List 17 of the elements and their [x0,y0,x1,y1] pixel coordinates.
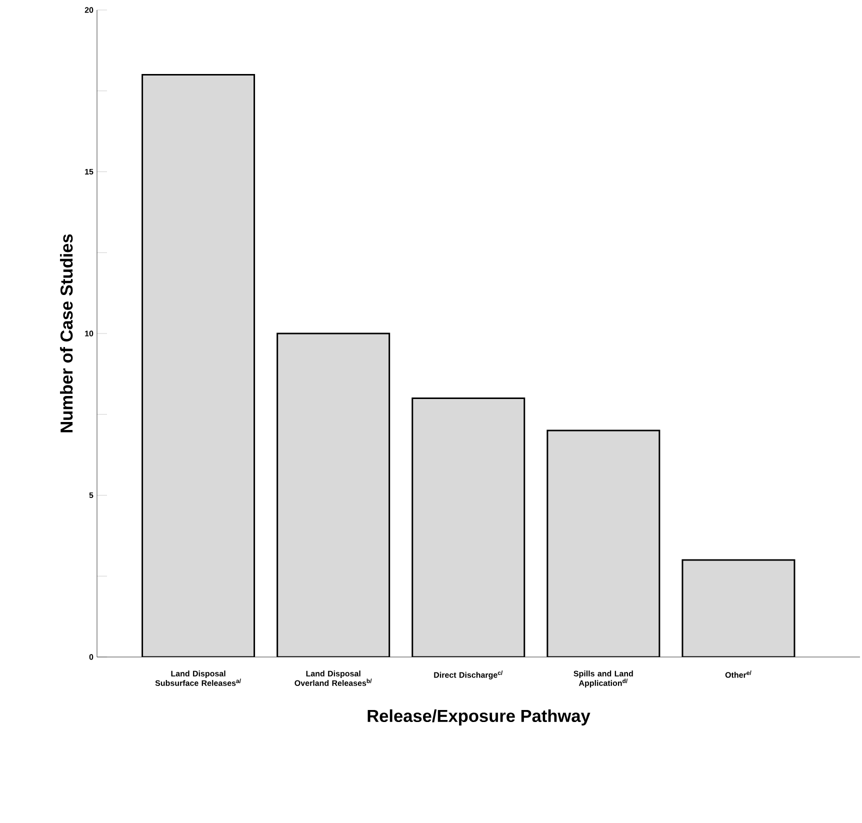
y-tick-label: 0 [89,654,94,660]
bar [276,332,390,657]
x-tick-label: Other$^{e/}$ [725,670,752,678]
bar [546,430,660,657]
bar [412,397,526,657]
y-axis-title: Number of Case Studies [60,234,73,432]
x-tick-label: Land Disposal Subsurface Releases$^{a/}$ [155,670,241,686]
y-tick-label: 15 [85,168,94,175]
y-tick-label: 5 [89,492,94,498]
x-tick-label: Direct Discharge$^{c/}$ [434,670,503,680]
x-axis-title: Release/Exposure Pathway [368,709,590,726]
bar [682,559,796,657]
x-tick-label: Spills and Land Application$^{d/}$ [574,670,633,688]
y-tick-label: 20 [84,7,94,13]
x-tick-label: Land Disposal Overland Releases$^{b/}$ [294,670,372,686]
bar [142,74,256,657]
y-tick-label: 10 [85,330,94,336]
